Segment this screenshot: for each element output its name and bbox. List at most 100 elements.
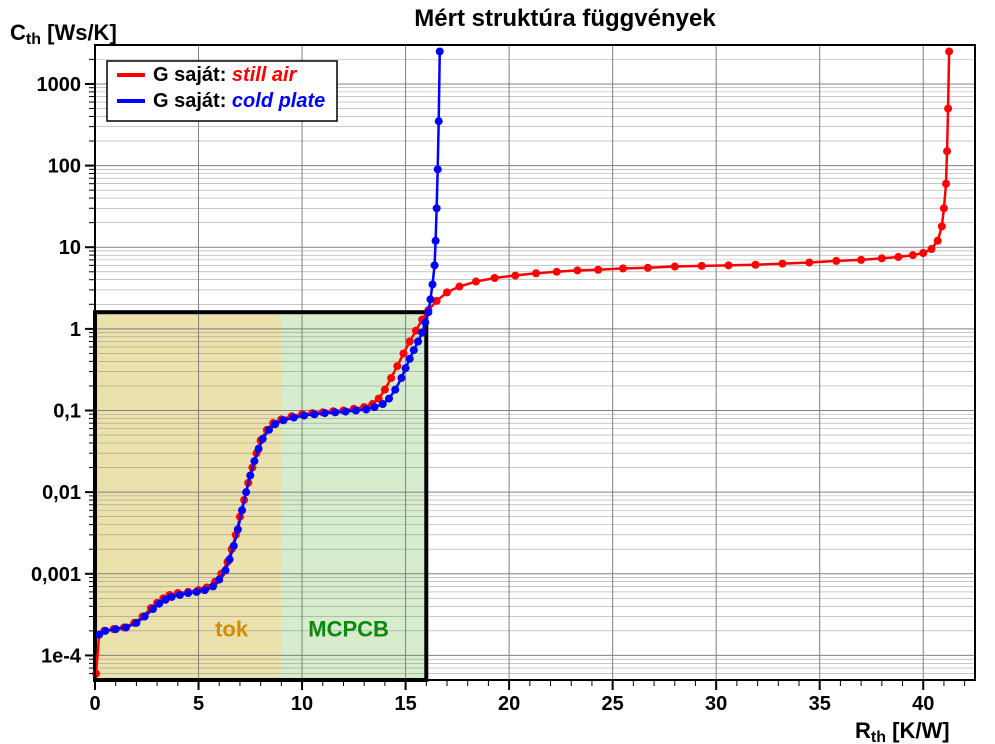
- series-point-cold_plate: [112, 625, 120, 633]
- series-point-cold_plate: [255, 445, 263, 453]
- xtick-label: 20: [498, 693, 520, 715]
- series-point-still_air: [919, 249, 927, 257]
- series-point-still_air: [491, 274, 499, 282]
- series-point-cold_plate: [431, 261, 439, 269]
- series-point-cold_plate: [406, 355, 414, 363]
- series-point-cold_plate: [246, 471, 254, 479]
- xtick-label: 10: [291, 693, 313, 715]
- series-point-cold_plate: [259, 435, 267, 443]
- series-point-cold_plate: [410, 346, 418, 354]
- series-point-still_air: [934, 237, 942, 245]
- series-point-cold_plate: [192, 588, 200, 596]
- series-point-still_air: [400, 349, 408, 357]
- series-point-still_air: [725, 261, 733, 269]
- series-point-cold_plate: [242, 488, 250, 496]
- ytick-label: 0,1: [53, 401, 81, 423]
- series-point-cold_plate: [209, 582, 217, 590]
- series-point-still_air: [857, 256, 865, 264]
- series-point-still_air: [944, 105, 952, 113]
- series-point-cold_plate: [221, 566, 229, 574]
- x-axis-label: Rth [K/W]: [855, 718, 950, 744]
- series-point-still_air: [472, 278, 480, 286]
- series-point-cold_plate: [226, 555, 234, 563]
- series-point-still_air: [381, 386, 389, 394]
- series-point-still_air: [443, 288, 451, 296]
- series-point-still_air: [671, 263, 679, 271]
- xtick-label: 30: [705, 693, 727, 715]
- series-point-still_air: [406, 338, 414, 346]
- series-point-still_air: [698, 262, 706, 270]
- series-point-cold_plate: [371, 403, 379, 411]
- xtick-label: 5: [193, 693, 204, 715]
- series-point-still_air: [511, 272, 519, 280]
- series-point-still_air: [894, 253, 902, 261]
- series-point-cold_plate: [215, 576, 223, 584]
- ytick-label: 10: [59, 237, 81, 259]
- series-point-cold_plate: [265, 426, 273, 434]
- series-point-cold_plate: [149, 605, 157, 613]
- structure-function-chart: tokMCPCB05101520253035401e-40,0010,010,1…: [0, 0, 995, 744]
- series-point-cold_plate: [436, 47, 444, 55]
- series-point-cold_plate: [424, 308, 432, 316]
- series-point-still_air: [594, 266, 602, 274]
- series-point-still_air: [778, 260, 786, 268]
- series-point-cold_plate: [421, 318, 429, 326]
- series-point-cold_plate: [238, 506, 246, 514]
- region-label-tok: tok: [215, 617, 249, 642]
- series-point-still_air: [928, 245, 936, 253]
- series-point-cold_plate: [122, 623, 130, 631]
- series-point-still_air: [938, 222, 946, 230]
- series-point-cold_plate: [331, 408, 339, 416]
- series-point-cold_plate: [132, 619, 140, 627]
- series-point-cold_plate: [342, 408, 350, 416]
- series-point-cold_plate: [433, 204, 441, 212]
- series-point-cold_plate: [290, 414, 298, 422]
- series-point-still_air: [940, 204, 948, 212]
- series-point-cold_plate: [141, 612, 149, 620]
- xtick-label: 15: [394, 693, 416, 715]
- series-point-cold_plate: [184, 589, 192, 597]
- series-point-cold_plate: [201, 586, 209, 594]
- series-point-still_air: [393, 362, 401, 370]
- series-point-cold_plate: [279, 416, 287, 424]
- series-point-still_air: [532, 269, 540, 277]
- xtick-label: 35: [809, 693, 831, 715]
- chart-title: Mért struktúra függvények: [414, 5, 716, 32]
- series-point-still_air: [573, 266, 581, 274]
- ytick-label: 1000: [37, 74, 82, 96]
- ytick-label: 1: [70, 319, 81, 341]
- series-point-still_air: [644, 264, 652, 272]
- series-point-still_air: [832, 257, 840, 265]
- series-point-cold_plate: [230, 542, 238, 550]
- series-point-still_air: [805, 259, 813, 267]
- series-point-cold_plate: [168, 593, 176, 601]
- legend-label: G saját: still air: [153, 64, 298, 86]
- series-point-cold_plate: [176, 591, 184, 599]
- y-axis-label: Cth [Ws/K]: [10, 20, 117, 48]
- series-point-cold_plate: [250, 457, 258, 465]
- series-point-cold_plate: [321, 409, 329, 417]
- series-point-cold_plate: [414, 338, 422, 346]
- series-point-cold_plate: [234, 525, 242, 533]
- ytick-label: 0,001: [31, 564, 81, 586]
- series-point-cold_plate: [402, 364, 410, 372]
- series-point-cold_plate: [391, 386, 399, 394]
- legend-label: G saját: cold plate: [153, 90, 325, 112]
- series-point-cold_plate: [271, 420, 279, 428]
- series-point-cold_plate: [379, 400, 387, 408]
- ytick-label: 100: [48, 156, 81, 178]
- series-point-cold_plate: [101, 627, 109, 635]
- series-point-cold_plate: [362, 405, 370, 413]
- series-point-cold_plate: [432, 237, 440, 245]
- svg-text:Rth [K/W]: Rth [K/W]: [855, 718, 950, 744]
- ytick-label: 1e-4: [41, 645, 82, 667]
- series-point-still_air: [455, 283, 463, 291]
- svg-text:Cth [Ws/K]: Cth [Ws/K]: [10, 20, 117, 48]
- series-point-still_air: [878, 254, 886, 262]
- xtick-label: 25: [602, 693, 624, 715]
- series-point-still_air: [752, 261, 760, 269]
- series-point-cold_plate: [434, 165, 442, 173]
- series-point-still_air: [387, 374, 395, 382]
- series-point-still_air: [619, 264, 627, 272]
- series-point-still_air: [943, 147, 951, 155]
